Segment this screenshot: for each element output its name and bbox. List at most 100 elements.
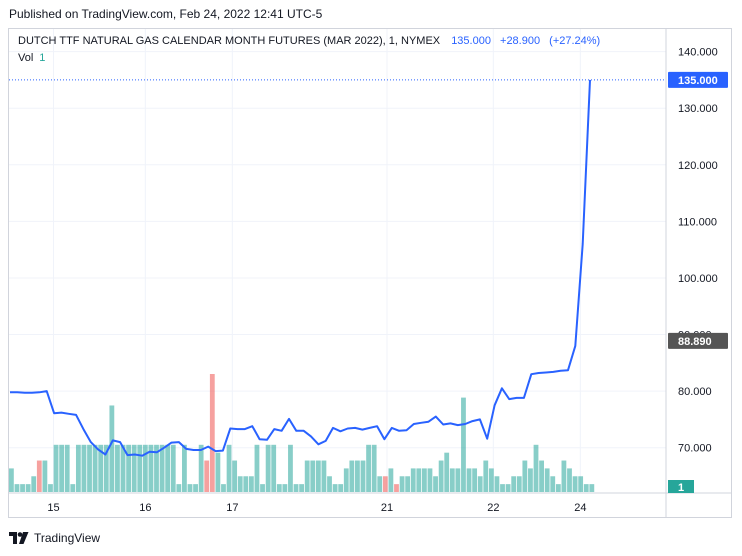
volume-bar — [137, 444, 143, 492]
chart-frame — [8, 28, 732, 518]
volume-bar — [115, 444, 120, 492]
volume-bar — [165, 444, 171, 492]
volume-bar — [14, 484, 20, 492]
price-tick-label: 130.000 — [678, 103, 718, 115]
volume-bar — [187, 484, 193, 492]
volume-bar — [304, 460, 310, 492]
volume-bar — [20, 484, 25, 492]
time-tick-label: 24 — [574, 502, 586, 514]
volume-legend[interactable]: Vol 1 — [18, 52, 45, 64]
volume-bar — [299, 484, 305, 492]
volume-bar — [81, 444, 87, 492]
volume-bar — [176, 484, 182, 492]
volume-bar — [92, 444, 98, 492]
volume-bar — [148, 444, 154, 492]
volume-bar — [438, 460, 444, 492]
volume-bar — [505, 484, 511, 492]
price-line — [10, 79, 591, 457]
volume-bar — [310, 460, 316, 492]
volume-bar — [528, 468, 533, 492]
price-tick-label: 110.000 — [678, 216, 717, 228]
volume-bar — [126, 444, 131, 492]
volume-bar — [511, 476, 517, 492]
volume-bar — [42, 460, 48, 492]
volume-bar — [555, 484, 561, 492]
volume-bar — [159, 444, 165, 492]
volume-bar — [198, 444, 204, 492]
volume-bar — [327, 476, 332, 492]
last-price-badge: 135.000 — [678, 75, 718, 87]
volume-bar — [87, 444, 92, 492]
volume-bar — [477, 476, 483, 492]
price-tick-label: 80.000 — [678, 386, 712, 398]
volume-bar — [461, 397, 466, 492]
volume-bar — [338, 484, 344, 492]
volume-bar — [567, 468, 572, 492]
prev-close-badge: 88.890 — [678, 336, 712, 348]
volume-bar — [120, 444, 126, 492]
volume-bar — [544, 468, 550, 492]
volume-bar — [488, 468, 494, 492]
volume-bar — [399, 476, 405, 492]
volume-bar — [589, 484, 595, 492]
time-tick-label: 22 — [487, 502, 499, 514]
volume-bar — [377, 476, 383, 492]
volume-bar — [288, 444, 293, 492]
price-tick-label: 140.000 — [678, 47, 718, 59]
volume-bar — [550, 476, 556, 492]
volume-bar — [366, 444, 371, 492]
price-tick-label: 70.000 — [678, 443, 712, 455]
volume-bar — [472, 468, 478, 492]
volume-bar — [483, 460, 489, 492]
tradingview-logo-icon — [9, 532, 29, 544]
volume-label: Vol — [18, 52, 34, 64]
volume-bar — [271, 444, 277, 492]
volume-bar — [332, 484, 338, 492]
volume-bar — [382, 476, 388, 492]
volume-bar — [293, 484, 299, 492]
volume-bar — [572, 476, 578, 492]
volume-bar — [522, 460, 528, 492]
volume-bar — [444, 452, 450, 492]
volume-layer — [9, 374, 595, 492]
volume-bar — [170, 444, 176, 492]
time-tick-label: 16 — [139, 502, 151, 514]
axis-layer: 140.000130.000120.000110.000100.00090.00… — [9, 29, 731, 517]
volume-bar — [64, 444, 70, 492]
volume-bar — [360, 460, 366, 492]
volume-bar — [75, 444, 81, 492]
volume-bar — [455, 468, 461, 492]
volume-bar — [561, 460, 567, 492]
volume-bar — [248, 476, 254, 492]
footer-brand[interactable]: TradingView — [9, 531, 100, 545]
volume-bar — [182, 444, 187, 492]
volume-bar — [388, 468, 394, 492]
volume-bar — [193, 484, 198, 492]
volume-badge: 1 — [678, 482, 684, 494]
volume-bar — [500, 484, 505, 492]
volume-bar — [226, 444, 232, 492]
time-tick-label: 15 — [47, 502, 59, 514]
time-tick-label: 17 — [226, 502, 238, 514]
volume-bar — [70, 484, 76, 492]
volume-bar — [98, 444, 104, 492]
volume-bar — [48, 484, 53, 492]
volume-bar — [427, 468, 433, 492]
volume-bar — [539, 460, 544, 492]
volume-value: 1 — [39, 52, 46, 64]
volume-bar — [315, 460, 321, 492]
grid-layer — [9, 29, 666, 493]
volume-bar — [243, 476, 249, 492]
price-line-layer — [9, 79, 666, 457]
volume-bar — [349, 460, 355, 492]
volume-bar — [394, 484, 399, 492]
volume-bar — [25, 484, 31, 492]
volume-bar — [533, 444, 539, 492]
symbol-legend[interactable]: DUTCH TTF NATURAL GAS CALENDAR MONTH FUT… — [18, 35, 600, 47]
volume-bar — [232, 460, 238, 492]
symbol-title: DUTCH TTF NATURAL GAS CALENDAR MONTH FUT… — [18, 35, 441, 47]
price-change-percent: (+27.24%) — [549, 35, 601, 47]
volume-bar — [215, 452, 221, 492]
last-price: 135.000 — [451, 35, 491, 47]
